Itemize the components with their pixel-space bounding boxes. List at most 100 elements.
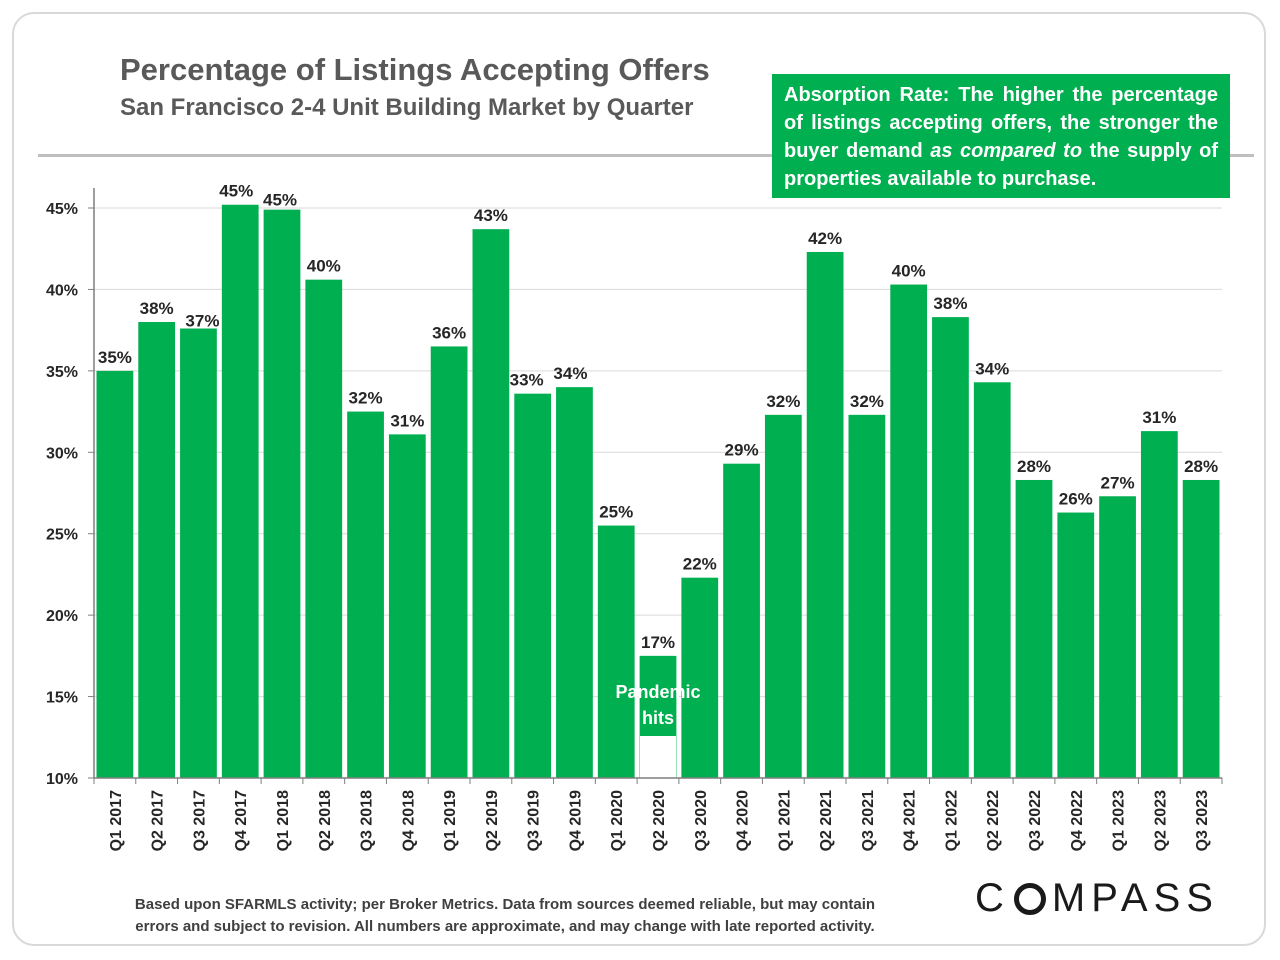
annotation-label-line-2: hits [642,708,674,728]
x-tick-label: Q1 2018 [275,790,292,851]
x-tick-label: Q2 2021 [818,790,835,851]
x-tick-label: Q2 2017 [150,790,167,851]
x-tick-label: Q3 2021 [860,790,877,851]
y-tick-label: 40% [46,282,78,299]
data-label: 29% [725,441,759,460]
x-tick-label: Q3 2023 [1194,790,1211,851]
y-tick-label: 15% [46,690,78,707]
logo-o-mark [1013,882,1046,915]
x-tick-label: Q1 2022 [943,790,960,851]
data-label: 31% [390,411,424,430]
chart-title: Percentage of Listings Accepting Offers [120,52,710,87]
y-tick-label: 20% [46,608,78,625]
chart-subtitle: San Francisco 2-4 Unit Building Market b… [120,94,694,121]
bar [96,370,134,778]
callout-text-start: Absorption Rate: The higher the percenta… [784,84,1218,162]
bar [221,204,259,778]
x-tick-label: Q4 2018 [400,790,417,851]
data-label: 42% [808,229,842,248]
x-tick-label: Q1 2021 [776,790,793,851]
y-tick-label: 45% [46,201,78,218]
x-tick-label: Q2 2019 [484,790,501,851]
y-tick-label: 35% [46,364,78,381]
x-tick-label: Q2 2022 [985,790,1002,851]
bar [681,577,719,778]
bar [305,279,343,778]
data-label: 38% [933,294,967,313]
x-tick-label: Q3 2017 [191,790,208,851]
x-tick-label: Q3 2019 [526,790,543,851]
absorption-rate-callout: Absorption Rate: The higher the percenta… [772,74,1230,198]
data-label: 32% [850,392,884,411]
bar [932,317,969,778]
data-label: 36% [432,323,466,342]
y-tick-label: 10% [46,771,78,788]
x-tick-label: Q2 2020 [651,790,668,851]
x-tick-label: Q1 2023 [1111,790,1128,851]
annotation-gap [640,736,676,780]
x-tick-label: Q2 2023 [1152,790,1169,851]
x-tick-label: Q1 2017 [108,790,125,851]
bar [388,434,426,778]
y-tick-label: 25% [46,527,78,544]
x-tick-label: Q3 2018 [359,790,376,851]
data-label: 31% [1142,408,1176,427]
bar [890,284,928,778]
annotation-label-line-1: Pandemic [615,682,700,702]
data-label: 43% [474,206,508,225]
x-tick-label: Q4 2017 [233,790,250,851]
x-tick-label: Q4 2019 [567,790,584,851]
data-label: 32% [349,389,383,408]
data-label: 28% [1184,457,1218,476]
callout-text-end: the supply of properties available to pu… [784,140,1218,190]
x-tick-label: Q3 2022 [1027,790,1044,851]
footnote-line-2: errors and subject to revision. All numb… [135,918,875,935]
bar [1140,431,1178,778]
x-tick-label: Q4 2022 [1069,790,1086,851]
data-label: 35% [98,348,132,367]
x-tick-label: Q3 2020 [693,790,710,851]
compass-logo: C MPASS [975,876,1219,921]
x-tick-label: Q4 2021 [902,790,919,851]
bar [597,525,635,778]
bar [723,463,760,778]
x-tick-label: Q1 2019 [442,790,459,851]
bar [514,393,552,778]
bar [430,346,468,778]
bar [556,387,593,778]
footnote-line-1: Based upon SFARMLS activity; per Broker … [134,896,876,913]
bar [263,209,301,779]
data-label: 17% [641,633,675,652]
x-tick-label: Q1 2020 [609,790,626,851]
bar [138,322,176,778]
data-label: 38% [140,299,174,318]
data-label: 25% [599,503,633,522]
data-label: 26% [1059,490,1093,509]
data-label: 45% [219,182,253,201]
x-tick-label: Q2 2018 [317,790,334,851]
bar [764,414,802,778]
data-label: 34% [975,359,1009,378]
data-label: 22% [683,555,717,574]
source-footnote: Based upon SFARMLS activity; per Broker … [110,894,900,938]
data-label: 28% [1017,457,1051,476]
callout-emphasis: as compared to [930,140,1083,162]
bar [347,411,384,778]
slide-frame [12,12,1266,946]
bar [1099,496,1136,778]
bar [1015,479,1053,778]
data-label: 40% [892,262,926,281]
title-divider [38,154,1254,157]
x-tick-label: Q4 2020 [735,790,752,851]
bar [1057,512,1095,778]
bar [806,251,844,778]
data-label: 32% [766,392,800,411]
data-label: 27% [1101,473,1135,492]
y-tick-label: 30% [46,445,78,462]
logo-letter-c: C [975,876,1010,920]
data-label: 34% [553,364,587,383]
bar [472,229,510,778]
logo-letters-mpass: MPASS [1051,876,1219,920]
data-label: 33% [510,371,544,390]
